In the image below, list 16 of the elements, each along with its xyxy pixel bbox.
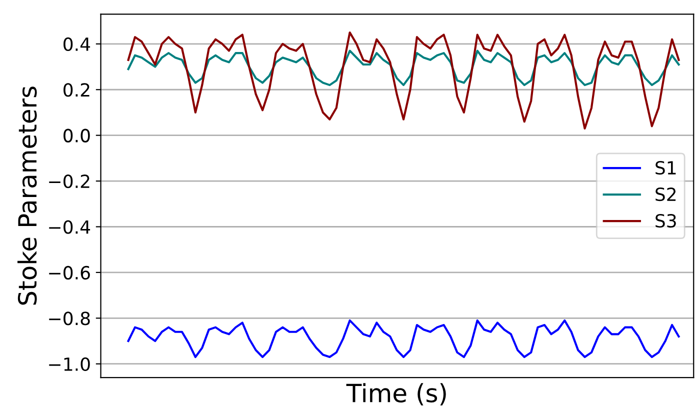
y-tick-label: 0.4 bbox=[64, 37, 90, 52]
y-tick-label: −1.0 bbox=[49, 357, 90, 371]
y-tick-label: 0.2 bbox=[64, 83, 90, 97]
x-axis-title: Time (s) bbox=[346, 383, 446, 406]
line-series bbox=[127, 31, 680, 130]
y-tick-label: −0.8 bbox=[49, 312, 90, 326]
legend-label: S3 bbox=[656, 214, 676, 228]
line-series bbox=[127, 319, 680, 358]
legend-label: S2 bbox=[656, 187, 676, 202]
y-tick-label: −0.4 bbox=[49, 220, 90, 234]
y-tick-label: 0.0 bbox=[64, 128, 90, 142]
legend-label: S1 bbox=[656, 160, 676, 175]
line-series bbox=[127, 50, 680, 86]
y-axis-title: Stoke Parameters bbox=[17, 86, 37, 305]
y-tick-label: −0.6 bbox=[49, 266, 90, 280]
y-tick-label: −0.2 bbox=[49, 174, 90, 188]
